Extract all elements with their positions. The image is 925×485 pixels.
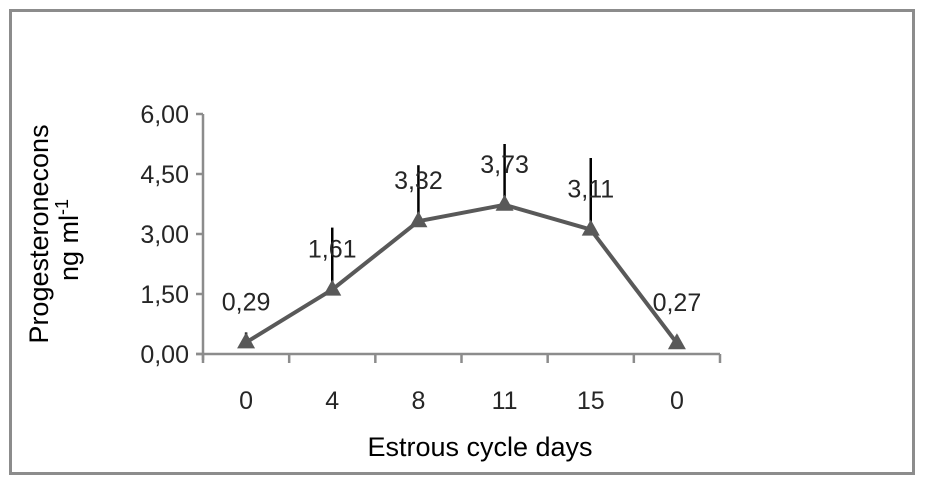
triangle-marker: [581, 219, 600, 236]
y-axis-title: Progesteronecons ng ml-1: [24, 124, 84, 343]
triangle-marker: [667, 333, 686, 350]
x-tick-label: 11: [492, 387, 518, 415]
y-tick-label: 3,00: [140, 221, 189, 249]
data-label: 3,11: [567, 176, 614, 204]
x-tick-label: 15: [577, 387, 605, 415]
y-tick-label: 4,50: [140, 161, 189, 189]
triangle-marker: [323, 279, 342, 296]
x-axis-title: Estrous cycle days: [367, 432, 592, 462]
data-label: 0,29: [222, 288, 271, 316]
y-axis-title-line1: Progesteronecons: [24, 124, 54, 343]
x-axis: 0 4 8 11 15 0: [196, 352, 722, 415]
data-label: 1,61: [308, 236, 357, 264]
x-tick-label: 0: [239, 387, 253, 415]
data-label: 3,73: [480, 151, 529, 179]
x-tick-label: 0: [670, 387, 684, 415]
y-tick-label: 1,50: [140, 281, 189, 309]
series-line: [245, 202, 679, 345]
y-axis-title-line2: ng ml-1: [52, 199, 84, 281]
triangle-marker: [495, 194, 514, 211]
y-tick-label: 6,00: [140, 101, 189, 129]
chart-frame: [9, 9, 915, 475]
x-tick-label: 8: [411, 387, 425, 415]
y-tick-label: 0,00: [140, 341, 189, 369]
data-series: [237, 144, 686, 350]
y-axis: 0,00 1,50 3,00 4,50 6,00: [140, 101, 205, 369]
data-labels: 0,29 1,61 3,32 3,73 3,11 0,27: [222, 151, 702, 317]
data-label: 0,27: [653, 289, 702, 317]
triangle-marker: [237, 332, 256, 349]
triangle-marker: [409, 211, 428, 228]
x-tick-label: 4: [325, 387, 339, 415]
data-label: 3,32: [394, 167, 443, 195]
